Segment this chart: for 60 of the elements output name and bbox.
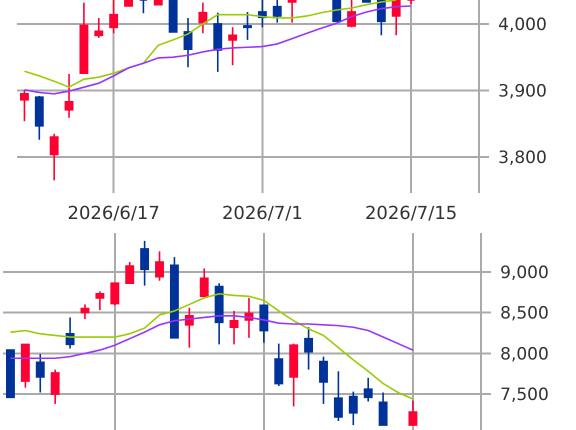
y-tick-label: 3,800 [498,148,547,168]
candlestick [362,0,371,4]
candlestick [34,95,44,141]
candlestick [200,268,209,298]
candlestick [213,12,222,73]
x-tick-label: 2026/7/15 [364,203,458,224]
y-tick-label: 9,000 [500,262,549,283]
candlestick [140,240,150,286]
candlestick [168,0,178,33]
candlestick [79,2,88,74]
candlestick [170,256,179,339]
line-series [24,5,412,95]
candlestick [95,290,104,311]
candlestick [20,344,30,388]
y-tick-label: 4,000 [498,14,547,35]
candlestick [155,250,164,282]
y-tick-label: 3,900 [498,81,547,102]
candlestick [378,392,388,426]
candlestick [198,2,208,34]
candlestick [20,89,29,122]
candlestick [364,377,373,402]
y-tick-label: 8,500 [500,304,549,324]
candlestick [304,326,314,370]
candlestick [6,349,15,398]
candlestick [347,0,356,28]
line-series [10,293,414,400]
candlestick [319,356,328,405]
candlestick [138,0,148,14]
line-series [24,0,398,88]
candlestick [50,132,59,182]
candlestick [228,26,238,66]
candlestick [184,306,194,348]
candlestick [36,353,45,394]
candlestick [80,304,90,320]
candlestick [214,282,224,346]
candlestick [348,390,358,426]
candlestick [334,370,343,422]
x-tick-label: 2026/7/1 [222,203,303,224]
candlestick [94,17,104,39]
y-tick-label: 7,500 [500,385,549,406]
candlestick [243,11,252,41]
candlestick [125,261,134,285]
candlestick [230,310,238,346]
x-tick-label: 2026/6/17 [68,203,160,224]
candlestick [244,297,254,339]
candlestick [50,368,60,405]
candlestick [288,0,297,24]
candlestick [110,282,120,306]
candlestick [109,0,118,34]
y-tick-label: 8,000 [500,344,549,364]
candlestick [274,342,284,387]
candlestick [184,17,192,68]
candlestick [259,304,268,344]
candlestick [124,0,133,8]
line-series [10,315,414,360]
candlestick [272,0,282,24]
candlestick [64,73,74,119]
candlestick [406,0,416,5]
candlestick [289,342,298,408]
candlestick [408,400,418,426]
